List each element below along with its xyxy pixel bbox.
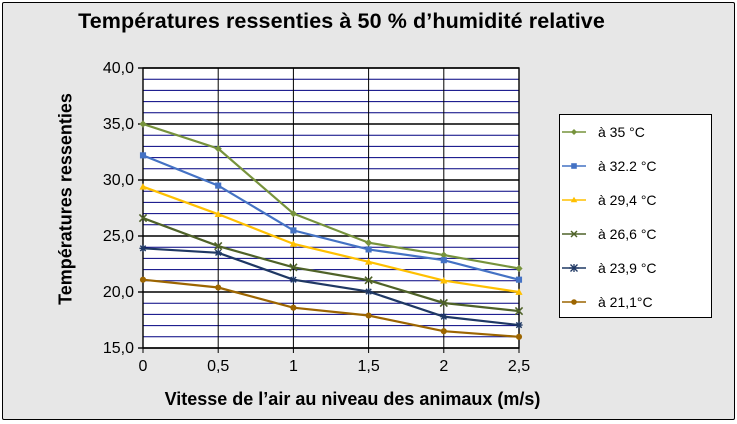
svg-text:0,5: 0,5 (207, 358, 229, 375)
svg-text:25,0: 25,0 (103, 228, 134, 245)
svg-text:2: 2 (439, 358, 448, 375)
svg-text:30,0: 30,0 (103, 172, 134, 189)
svg-text:2,5: 2,5 (508, 358, 530, 375)
svg-text:20,0: 20,0 (103, 284, 134, 301)
svg-text:35,0: 35,0 (103, 116, 134, 133)
svg-text:1: 1 (289, 358, 298, 375)
svg-text:40,0: 40,0 (103, 60, 134, 77)
svg-text:15,0: 15,0 (103, 340, 134, 357)
svg-text:0: 0 (139, 358, 148, 375)
svg-text:1,5: 1,5 (357, 358, 379, 375)
